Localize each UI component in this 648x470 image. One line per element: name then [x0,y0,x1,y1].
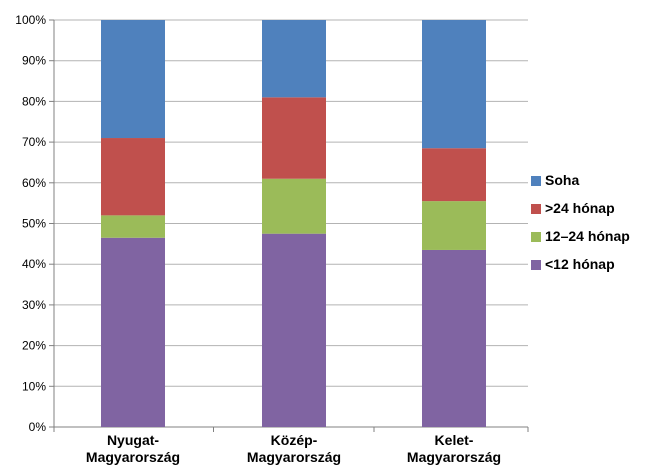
x-category-label-line: Magyarország [407,449,501,465]
y-tick-label: 90% [22,54,46,68]
x-category-label-line: Közép- [271,432,318,448]
legend-label: Soha [545,172,579,188]
bar-segment [422,249,486,427]
y-tick-label: 20% [22,339,46,353]
legend-label: 12–24 hónap [545,228,630,244]
bar-segment [262,20,326,98]
legend-label: <12 hónap [545,256,615,272]
legend-label: >24 hónap [545,200,615,216]
legend-swatch [531,260,541,270]
y-tick-label: 10% [22,379,46,393]
x-category-label: Nyugat-Magyarország [86,432,180,465]
bar-segment [101,237,165,427]
y-tick-label: 70% [22,135,46,149]
legend-swatch [531,176,541,186]
x-category-label-line: Kelet- [435,432,474,448]
x-category-label-line: Magyarország [247,449,341,465]
bar-segment [422,148,486,202]
x-category-label: Közép-Magyarország [247,432,341,465]
x-category-label-line: Nyugat- [107,432,159,448]
x-category-label: Kelet-Magyarország [407,432,501,465]
y-tick-label: 0% [29,420,47,434]
y-tick-label: 100% [15,13,46,27]
bar-segment [262,178,326,234]
bar-segment [101,138,165,216]
legend-swatch [531,204,541,214]
bar-segment [422,20,486,149]
y-tick-label: 60% [22,176,46,190]
y-tick-label: 50% [22,217,46,231]
y-tick-label: 40% [22,257,46,271]
bar-segment [101,215,165,238]
x-category-label-line: Magyarország [86,449,180,465]
bar-segment [262,97,326,179]
legend-swatch [531,232,541,242]
y-tick-label: 80% [22,94,46,108]
bar-segment [101,20,165,139]
bar-segment [422,201,486,250]
y-tick-label: 30% [22,298,46,312]
bar-segment [262,233,326,427]
